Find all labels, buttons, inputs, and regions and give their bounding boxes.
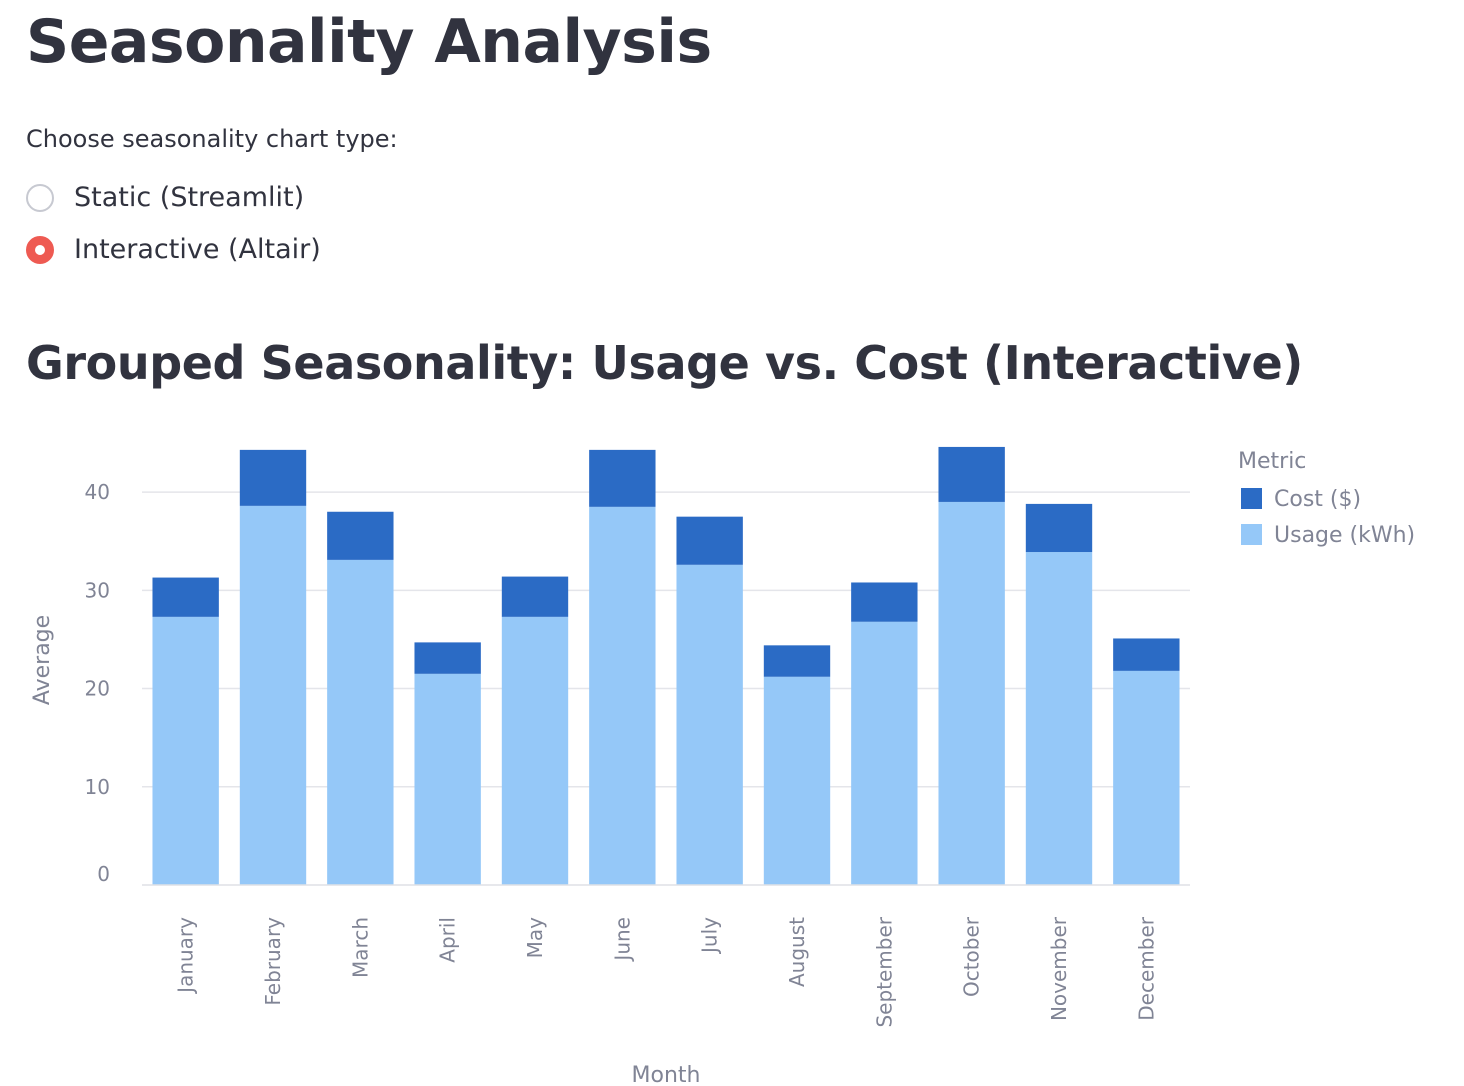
bar-segment[interactable]	[152, 616, 219, 885]
bar-segment[interactable]	[501, 616, 569, 885]
bar-segment[interactable]	[851, 621, 918, 885]
y-tick-label: 40	[85, 480, 110, 504]
legend-swatch[interactable]	[1241, 524, 1262, 545]
legend-title: Metric	[1238, 449, 1306, 474]
x-tick-label: October	[960, 916, 984, 997]
page-title: Seasonality Analysis	[26, 7, 712, 77]
x-tick-label: February	[261, 917, 285, 1006]
bar-segment[interactable]	[763, 645, 831, 677]
y-tick-label: 20	[85, 677, 110, 701]
x-tick-label: May	[523, 917, 547, 959]
bar-segment[interactable]	[851, 582, 918, 622]
legend-item-label[interactable]: Usage (kWh)	[1274, 523, 1415, 548]
bars[interactable]	[152, 446, 1180, 885]
bar-segment[interactable]	[763, 676, 831, 885]
radio-button-icon[interactable]	[26, 184, 54, 212]
x-tick-label: July	[698, 917, 722, 955]
y-axis-ticks: 0 10 20 30 40	[85, 480, 110, 886]
x-axis-ticks: January February March April May June July Augu…	[174, 916, 1159, 1027]
y-axis-label: Average	[30, 615, 55, 705]
bar-segment[interactable]	[1025, 503, 1093, 553]
bar-segment[interactable]	[414, 642, 481, 674]
section-title: Grouped Seasonality: Usage vs. Cost (Int…	[26, 336, 1303, 390]
bar-segment[interactable]	[501, 576, 569, 617]
bar-segment[interactable]	[938, 446, 1005, 502]
x-tick-label: March	[348, 917, 372, 978]
x-tick-label: September	[872, 916, 896, 1027]
legend-swatch[interactable]	[1241, 488, 1262, 509]
radio-option-static[interactable]: Static (Streamlit)	[26, 178, 304, 218]
chart-type-label: Choose seasonality chart type:	[26, 125, 398, 153]
bar-segment[interactable]	[239, 449, 307, 506]
bar-segment[interactable]	[589, 506, 656, 885]
bar-segment[interactable]	[1025, 552, 1093, 885]
legend[interactable]: Metric Cost ($) Usage (kWh)	[1238, 449, 1415, 548]
bar-segment[interactable]	[589, 449, 656, 507]
y-tick-label: 10	[85, 775, 110, 799]
bar-segment[interactable]	[327, 559, 394, 885]
bar-segment[interactable]	[676, 516, 743, 565]
radio-selected-dot	[35, 245, 45, 255]
x-tick-label: August	[785, 917, 809, 987]
grid-lines	[142, 491, 1190, 788]
bar-segment[interactable]	[239, 505, 307, 885]
bar-segment[interactable]	[1113, 638, 1180, 671]
y-tick-label: 0	[97, 862, 110, 886]
bar-segment[interactable]	[1113, 670, 1180, 885]
legend-item-label[interactable]: Cost ($)	[1274, 487, 1361, 512]
x-tick-label: June	[610, 917, 634, 963]
radio-option-interactive[interactable]: Interactive (Altair)	[26, 230, 321, 270]
x-axis-label: Month	[632, 1063, 701, 1086]
radio-option-label: Static (Streamlit)	[74, 182, 305, 213]
x-tick-label: December	[1134, 916, 1158, 1020]
radio-button-icon[interactable]	[26, 236, 54, 264]
x-tick-label: January	[174, 917, 198, 995]
bar-segment[interactable]	[938, 501, 1005, 885]
bar-segment[interactable]	[152, 577, 219, 617]
x-tick-label: April	[436, 917, 460, 963]
bar-segment[interactable]	[676, 564, 743, 885]
y-tick-label: 30	[85, 578, 110, 602]
bar-segment[interactable]	[327, 511, 394, 560]
x-tick-label: November	[1047, 916, 1071, 1021]
bar-segment[interactable]	[414, 673, 481, 885]
radio-option-label: Interactive (Altair)	[74, 234, 321, 265]
